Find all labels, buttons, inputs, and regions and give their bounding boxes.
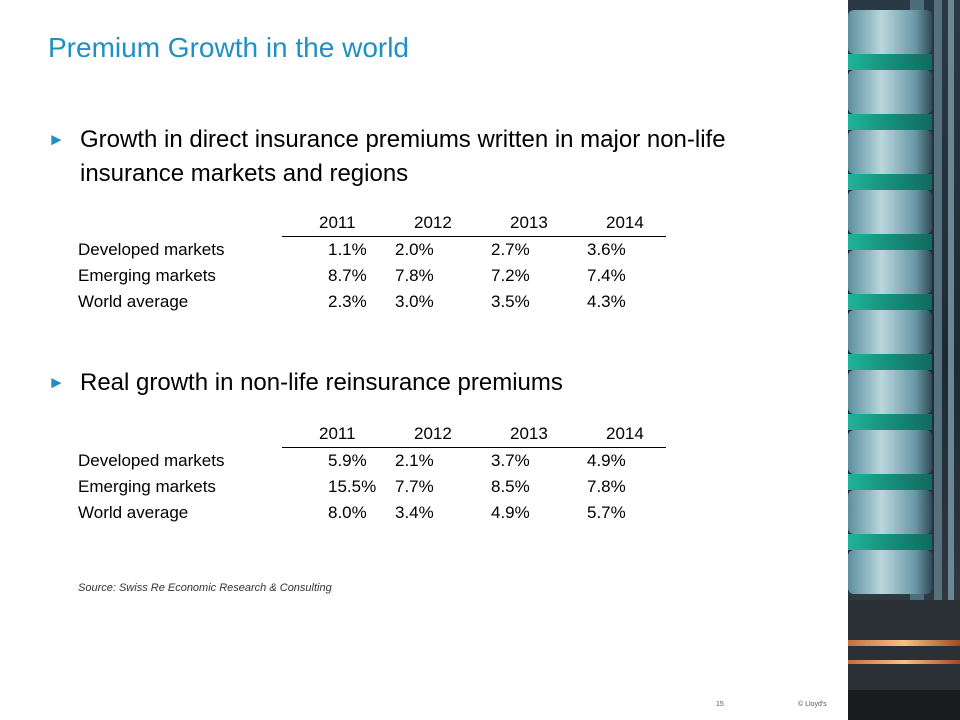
value-cell: 4.9% [491,503,530,522]
reinsurance-premiums-table: 2011 2012 2013 2014 Developed markets 5.… [78,421,666,526]
value-cell: 5.9% [328,451,367,470]
year-header: 2011 [282,421,378,448]
year-header: 2012 [378,210,474,237]
value-cell: 8.0% [328,503,367,522]
lloyds-building-photo [848,0,960,720]
table-row: World average 2.3% 3.0% 3.5% 4.3% [78,289,666,315]
table-header-row: 2011 2012 2013 2014 [78,210,666,237]
direct-premiums-table: 2011 2012 2013 2014 Developed markets 1.… [78,210,666,315]
value-cell: 1.1% [328,240,367,259]
value-cell: 7.2% [491,266,530,285]
value-cell: 8.5% [491,477,530,496]
bullet-text: Growth in direct insurance premiums writ… [80,126,726,187]
value-cell: 3.4% [395,503,434,522]
year-header: 2014 [570,421,666,448]
row-label: Emerging markets [78,266,216,285]
year-header: 2014 [570,210,666,237]
value-cell: 3.6% [587,240,626,259]
value-cell: 7.4% [587,266,626,285]
value-cell: 3.5% [491,292,530,311]
year-header: 2012 [378,421,474,448]
value-cell: 7.8% [395,266,434,285]
header-label-cell [78,421,282,448]
source-note: Source: Swiss Re Economic Research & Con… [78,582,332,594]
table-row: Emerging markets 15.5% 7.7% 8.5% 7.8% [78,474,666,500]
value-cell: 15.5% [328,477,377,496]
table-row: Emerging markets 8.7% 7.8% 7.2% 7.4% [78,263,666,289]
table-header-row: 2011 2012 2013 2014 [78,421,666,448]
row-label: Developed markets [78,239,225,259]
value-cell: 3.7% [491,451,530,470]
value-cell: 4.9% [587,451,626,470]
table-row: Developed markets 1.1% 2.0% 2.7% 3.6% [78,237,666,264]
row-label: World average [78,292,189,311]
value-cell: 4.3% [587,292,626,311]
value-cell: 2.0% [395,240,434,259]
triangle-right-icon: ► [48,373,65,392]
slide-title: Premium Growth in the world [48,32,410,63]
value-cell: 5.7% [587,503,626,522]
year-header: 2011 [282,210,378,237]
year-header: 2013 [474,421,570,448]
row-label: Emerging markets [78,477,216,496]
page-number: 15 [716,701,724,708]
value-cell: 2.1% [395,451,434,470]
value-cell: 7.8% [587,477,626,496]
table-row: Developed markets 5.9% 2.1% 3.7% 4.9% [78,448,666,475]
value-cell: 2.3% [328,292,367,311]
value-cell: 8.7% [328,266,367,285]
value-cell: 7.7% [395,477,434,496]
row-label: World average [78,503,189,522]
copyright-notice: © Lloyd's [798,701,827,708]
bullet-text: Real growth in non-life reinsurance prem… [80,369,563,396]
year-header: 2013 [474,210,570,237]
bullet-direct-premiums: ► Growth in direct insurance premiums wr… [48,123,778,191]
header-label-cell [78,210,282,237]
table-row: World average 8.0% 3.4% 4.9% 5.7% [78,500,666,526]
value-cell: 2.7% [491,240,530,259]
bullet-reinsurance-premiums: ► Real growth in non-life reinsurance pr… [48,366,778,400]
value-cell: 3.0% [395,292,434,311]
row-label: Developed markets [78,450,225,470]
triangle-right-icon: ► [48,130,65,149]
